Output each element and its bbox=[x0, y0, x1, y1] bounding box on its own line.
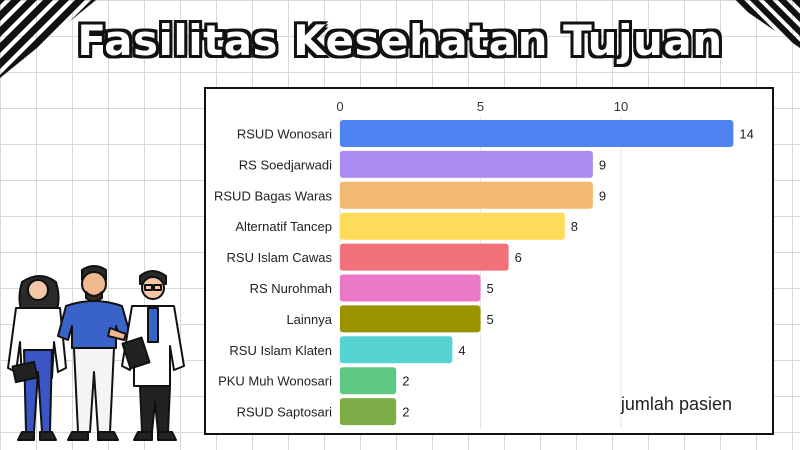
bar bbox=[340, 274, 481, 302]
data-label: 5 bbox=[487, 281, 494, 296]
category-label: PKU Muh Wonosari bbox=[218, 374, 332, 389]
bar bbox=[340, 181, 593, 209]
x-tick-label: 0 bbox=[336, 99, 343, 114]
x-tick-label: 10 bbox=[614, 99, 628, 114]
chart-panel: 0 5 10 RSUD Wonosari 14 RS Soedjarwadi 9 RSUD B… bbox=[204, 87, 774, 435]
data-label: 9 bbox=[599, 157, 606, 172]
bar-chart: 0 5 10 RSUD Wonosari 14 RS Soedjarwadi 9 RSUD B… bbox=[214, 99, 754, 430]
data-label: 2 bbox=[402, 405, 409, 420]
data-label: 9 bbox=[599, 188, 606, 203]
bar bbox=[340, 336, 453, 364]
bar bbox=[340, 367, 397, 395]
data-label: 8 bbox=[571, 219, 578, 234]
corner-stripes-decoration bbox=[730, 0, 800, 48]
page-title: Fasilitas Kesehatan Tujuan bbox=[77, 16, 723, 65]
bar bbox=[340, 398, 397, 426]
data-label: 6 bbox=[515, 250, 522, 265]
category-label: RSUD Saptosari bbox=[237, 405, 332, 420]
category-label: RSUD Wonosari bbox=[237, 127, 332, 142]
data-label: 5 bbox=[487, 312, 494, 327]
chart-annotation: jumlah pasien bbox=[620, 394, 732, 414]
medical-staff-illustration bbox=[7, 265, 185, 441]
category-label: RS Soedjarwadi bbox=[239, 157, 332, 172]
corner-stripes-decoration bbox=[0, 0, 96, 78]
bar bbox=[340, 305, 481, 333]
category-label: RSUD Bagas Waras bbox=[214, 188, 332, 203]
category-label: RS Nurohmah bbox=[250, 281, 332, 296]
bar bbox=[340, 212, 565, 240]
category-label: RSU Islam Cawas bbox=[227, 250, 333, 265]
bar bbox=[340, 120, 734, 147]
x-tick-label: 5 bbox=[477, 99, 484, 114]
category-label: RSU Islam Klaten bbox=[229, 343, 332, 358]
bar bbox=[340, 243, 509, 271]
category-label: Alternatif Tancep bbox=[235, 219, 332, 234]
data-label: 4 bbox=[458, 343, 465, 358]
data-label: 2 bbox=[402, 374, 409, 389]
category-label: Lainnya bbox=[286, 312, 332, 327]
bar bbox=[340, 150, 593, 178]
data-label: 14 bbox=[739, 127, 753, 142]
